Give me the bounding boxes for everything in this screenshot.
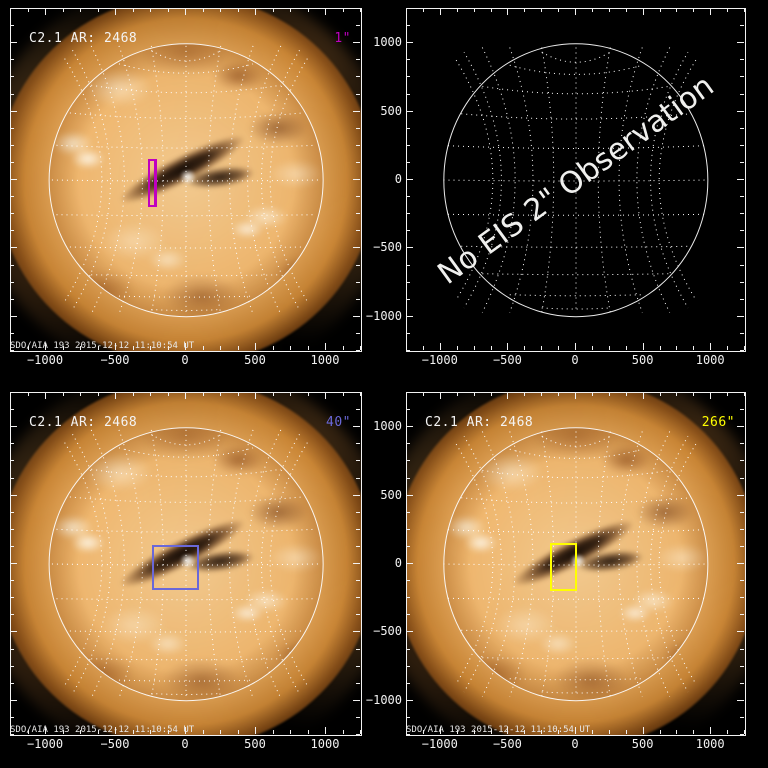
- panel-title: C2.1 AR: 2468: [29, 415, 138, 430]
- x-axis-label: 1000: [695, 737, 725, 751]
- x-axis-label: 500: [244, 353, 266, 367]
- x-axis-label: 0: [181, 737, 189, 751]
- x-axis-label: −500: [100, 353, 130, 367]
- x-axis-label: 1000: [310, 353, 340, 367]
- resolution-label: 266": [701, 415, 735, 430]
- panel-title: C2.1 AR: 2468: [425, 415, 534, 430]
- plot-frame: C2.1 AR: 2468 1": [10, 8, 362, 352]
- x-axis-label: −500: [492, 353, 522, 367]
- x-axis-label: 0: [571, 737, 579, 751]
- instrument-timestamp: SDO/AIA 193 2015-12-12 11:10:54 UT: [10, 341, 195, 351]
- panel-top-left: C2.1 AR: 2468 1" SDO/AIA 193 2015-12-12 …: [0, 0, 384, 384]
- x-axis-label: −1000: [26, 353, 64, 367]
- solar-image: [11, 9, 361, 351]
- plot-frame: No EIS 2" Observation: [406, 8, 746, 352]
- instrument-timestamp: SDO/AIA 193 2015-12-12 11:10:54 UT: [10, 725, 195, 735]
- plot-frame: C2.1 AR: 2468 40": [10, 392, 362, 736]
- instrument-timestamp: SDO/AIA 193 2015-12-12 11:10:54 UT: [406, 725, 591, 735]
- x-axis-label: 500: [631, 737, 654, 751]
- solar-image: [11, 393, 361, 735]
- resolution-label: 1": [334, 31, 351, 46]
- resolution-label: 40": [326, 415, 351, 430]
- x-axis-label: 0: [181, 353, 189, 367]
- x-axis-label: −1000: [26, 737, 64, 751]
- limb-circle: [48, 43, 324, 317]
- x-axis-label: −1000: [421, 737, 458, 751]
- panel-bottom-left: C2.1 AR: 2468 40" SDO/AIA 193 2015-12-12…: [0, 384, 384, 768]
- plot-frame: C2.1 AR: 2468 266": [406, 392, 746, 736]
- x-axis-label: 500: [631, 353, 654, 367]
- fov-slit-overlay: [148, 158, 157, 207]
- x-axis-label: 1000: [310, 737, 340, 751]
- x-axis-label: −500: [100, 737, 130, 751]
- fov-box-overlay: [152, 544, 199, 590]
- x-axis-label: 500: [244, 737, 266, 751]
- limb-circle: [443, 427, 709, 701]
- fov-box-overlay: [549, 542, 577, 591]
- x-axis-label: −500: [492, 737, 522, 751]
- panel-bottom-right: C2.1 AR: 2468 266" SDO/AIA 193 2015-12-1…: [366, 384, 768, 768]
- x-axis-label: 1000: [695, 353, 725, 367]
- panel-title: C2.1 AR: 2468: [29, 31, 138, 46]
- limb-circle: [48, 427, 324, 701]
- x-axis-label: 0: [571, 353, 579, 367]
- panel-top-right: No EIS 2" Observation −1000 −500 0 500 1000 1…: [366, 0, 768, 384]
- slit-divider: [153, 160, 156, 205]
- limb-circle: [443, 43, 709, 317]
- x-axis-label: −1000: [421, 353, 458, 367]
